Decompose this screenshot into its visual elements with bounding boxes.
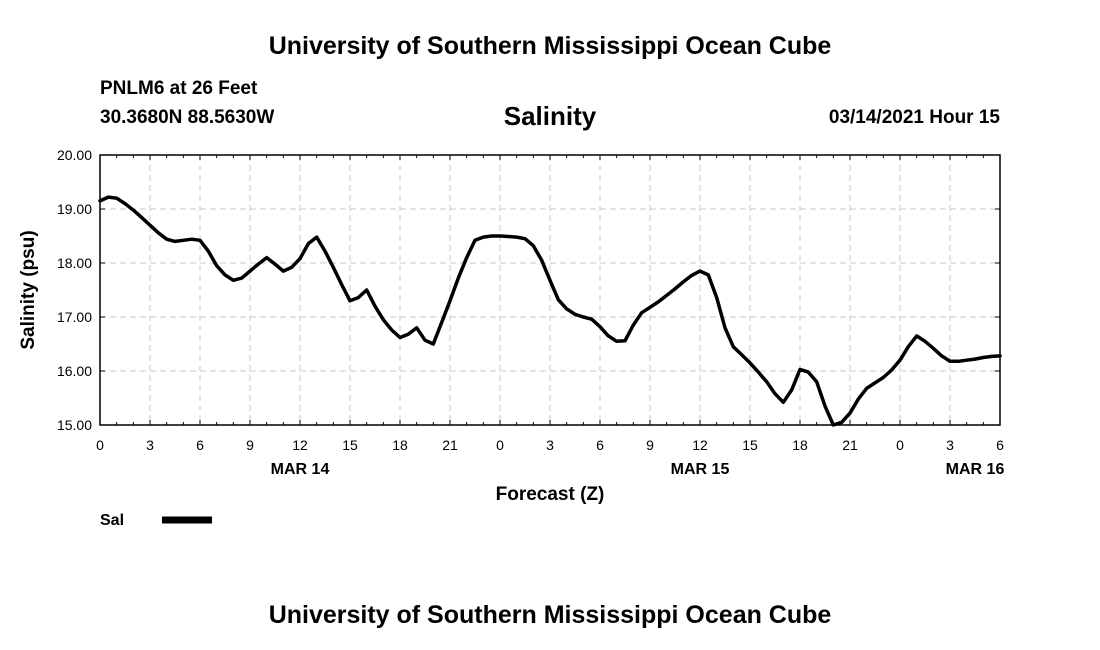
forecast-datetime: 03/14/2021 Hour 15 <box>828 107 1000 128</box>
x-tick-label: 15 <box>342 437 358 453</box>
plot-frame <box>99 154 1001 426</box>
y-tick-label: 17.00 <box>57 309 92 325</box>
y-tick-label: 19.00 <box>57 201 92 217</box>
y-tick-label: 18.00 <box>57 255 92 271</box>
x-tick-label: 9 <box>646 437 654 453</box>
x-tick-label: 3 <box>946 437 954 453</box>
x-tick-label: 0 <box>496 437 504 453</box>
station-coordinates: 30.3680N 88.5630W <box>100 107 275 128</box>
x-tick-label: 3 <box>146 437 154 453</box>
y-tick-label: 16.00 <box>57 363 92 379</box>
day-label: MAR 14 <box>271 461 330 478</box>
x-tick-label: 21 <box>842 437 858 453</box>
x-tick-label: 18 <box>792 437 808 453</box>
x-tick-label: 15 <box>742 437 758 453</box>
x-tick-label: 6 <box>996 437 1004 453</box>
x-axis-title: Forecast (Z) <box>496 484 605 505</box>
day-label: MAR 15 <box>671 461 730 478</box>
x-tick-label: 0 <box>896 437 904 453</box>
chart-title: Salinity <box>503 101 597 131</box>
x-tick-label: 12 <box>292 437 308 453</box>
legend-label: Sal <box>100 512 124 529</box>
y-tick-label: 20.00 <box>57 147 92 163</box>
x-tick-label: 12 <box>692 437 708 453</box>
top-title: University of Southern Mississippi Ocean… <box>268 32 832 60</box>
day-label: MAR 16 <box>946 461 1005 478</box>
y-axis-title: Salinity (psu) <box>18 230 39 349</box>
station-name: PNLM6 at 26 Feet <box>100 78 258 99</box>
x-tick-label: 0 <box>96 437 104 453</box>
x-tick-label: 6 <box>196 437 204 453</box>
x-tick-label: 6 <box>596 437 604 453</box>
x-tick-label: 9 <box>246 437 254 453</box>
y-tick-label: 15.00 <box>57 417 92 433</box>
x-tick-label: 21 <box>442 437 458 453</box>
x-tick-label: 18 <box>392 437 408 453</box>
series-line-sal <box>98 195 1002 427</box>
x-tick-label: 3 <box>546 437 554 453</box>
bottom-title: University of Southern Mississippi Ocean… <box>268 601 832 629</box>
